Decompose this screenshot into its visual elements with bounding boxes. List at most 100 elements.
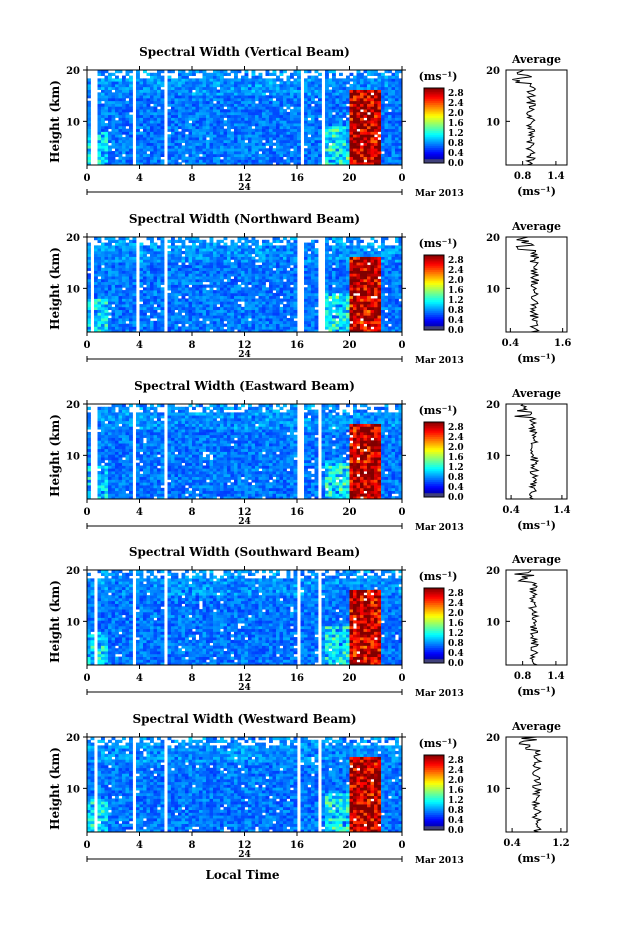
heatmap-cell — [262, 262, 266, 266]
heatmap-cell — [363, 109, 368, 113]
heatmap-cell — [398, 109, 403, 113]
heatmap-cell — [108, 270, 112, 274]
heatmap-cell — [283, 81, 287, 85]
heatmap-cell — [269, 123, 273, 127]
heatmap-cell — [269, 134, 273, 138]
heatmap-cell — [234, 306, 238, 311]
heatmap-cell — [339, 95, 343, 99]
heatmap-cell — [178, 78, 182, 82]
heatmap-cell — [398, 106, 403, 110]
heatmap-cell — [328, 153, 333, 158]
heatmap-cell — [153, 75, 158, 79]
heatmap-cell — [188, 131, 193, 135]
heatmap-cell — [195, 318, 200, 322]
heatmap-cell — [118, 95, 123, 99]
heatmap-cell — [181, 78, 186, 82]
heatmap-cell — [244, 256, 249, 260]
heatmap-cell — [255, 109, 259, 113]
heatmap-cell — [115, 304, 119, 308]
heatmap-cell — [283, 83, 287, 88]
heatmap-cell — [367, 78, 371, 82]
heatmap-cell — [339, 284, 343, 288]
heatmap-cell — [346, 276, 350, 280]
heatmap-cell — [192, 95, 196, 99]
heatmap-cell — [178, 301, 182, 305]
heatmap-cell — [104, 142, 109, 146]
heatmap-cell — [125, 306, 130, 311]
heatmap-cell — [206, 145, 210, 149]
heatmap-cell — [94, 273, 98, 277]
heatmap-cell — [265, 318, 270, 322]
heatmap-cell — [209, 306, 214, 311]
heatmap-cell — [167, 259, 172, 263]
heatmap-cell — [192, 315, 196, 319]
heatmap-cell — [395, 106, 399, 110]
heatmap-cell — [188, 159, 193, 163]
heatmap-cell — [111, 83, 116, 88]
heatmap-cell — [241, 273, 245, 277]
heatmap-cell — [209, 95, 214, 99]
heatmap-cell — [356, 304, 361, 308]
heatmap-cell — [395, 123, 399, 127]
heatmap-cell — [223, 139, 228, 144]
heatmap-cell — [108, 109, 112, 113]
heatmap-cell — [136, 153, 140, 158]
heatmap-cell — [286, 292, 291, 297]
heatmap-cell — [346, 270, 350, 274]
heatmap-cell — [167, 287, 172, 291]
heatmap-cell — [122, 256, 126, 260]
heatmap-cell — [143, 281, 147, 285]
heatmap-cell — [146, 81, 151, 85]
heatmap-cell — [227, 78, 231, 82]
heatmap-cell — [237, 287, 242, 291]
heatmap-cell — [314, 278, 319, 283]
heatmap-cell — [167, 320, 172, 325]
heatmap-cell — [286, 259, 291, 263]
heatmap-cell — [346, 151, 350, 155]
heatmap-cell — [94, 304, 98, 308]
heatmap-cell — [234, 92, 238, 96]
heatmap-cell — [237, 237, 242, 241]
heatmap-cell — [314, 153, 319, 158]
heatmap-cell — [122, 326, 126, 330]
heatmap-cell — [129, 131, 133, 135]
heatmap-cell — [325, 114, 329, 118]
heatmap-cell — [377, 159, 382, 163]
heatmap-cell — [195, 329, 200, 333]
heatmap-cell — [286, 245, 291, 249]
heatmap-cell — [248, 278, 252, 283]
heatmap-cell — [122, 329, 126, 333]
heatmap-cell — [195, 156, 200, 160]
heatmap-cell — [220, 95, 224, 99]
heatmap-cell — [307, 128, 312, 132]
heatmap-cell — [143, 145, 147, 149]
heatmap-cell — [115, 123, 119, 127]
heatmap-cell — [101, 276, 105, 280]
heatmap-cell — [150, 123, 154, 127]
heatmap-cell — [188, 114, 193, 118]
heatmap-cell — [395, 139, 399, 144]
heatmap-cell — [206, 245, 210, 249]
heatmap-cell — [181, 145, 186, 149]
heatmap-cell — [185, 78, 189, 82]
heatmap-cell — [171, 148, 175, 152]
heatmap-cell — [332, 137, 336, 141]
heatmap-cell — [328, 156, 333, 160]
heatmap-cell — [220, 284, 224, 288]
heatmap-cell — [188, 250, 193, 255]
heatmap-cell — [223, 259, 228, 263]
heatmap-cell — [342, 320, 347, 325]
heatmap-cell — [139, 315, 144, 319]
heatmap-cell — [118, 125, 123, 130]
heatmap-cell — [297, 103, 301, 107]
heatmap-cell — [157, 323, 161, 327]
heatmap-cell — [398, 137, 403, 141]
heatmap-cell — [328, 139, 333, 144]
heatmap-cell — [188, 103, 193, 107]
heatmap-cell — [223, 237, 228, 241]
heatmap-cell — [195, 276, 200, 280]
heatmap-cell — [377, 145, 382, 149]
heatmap-cell — [346, 89, 350, 93]
heatmap-cell — [129, 75, 133, 79]
heatmap-cell — [202, 256, 207, 260]
